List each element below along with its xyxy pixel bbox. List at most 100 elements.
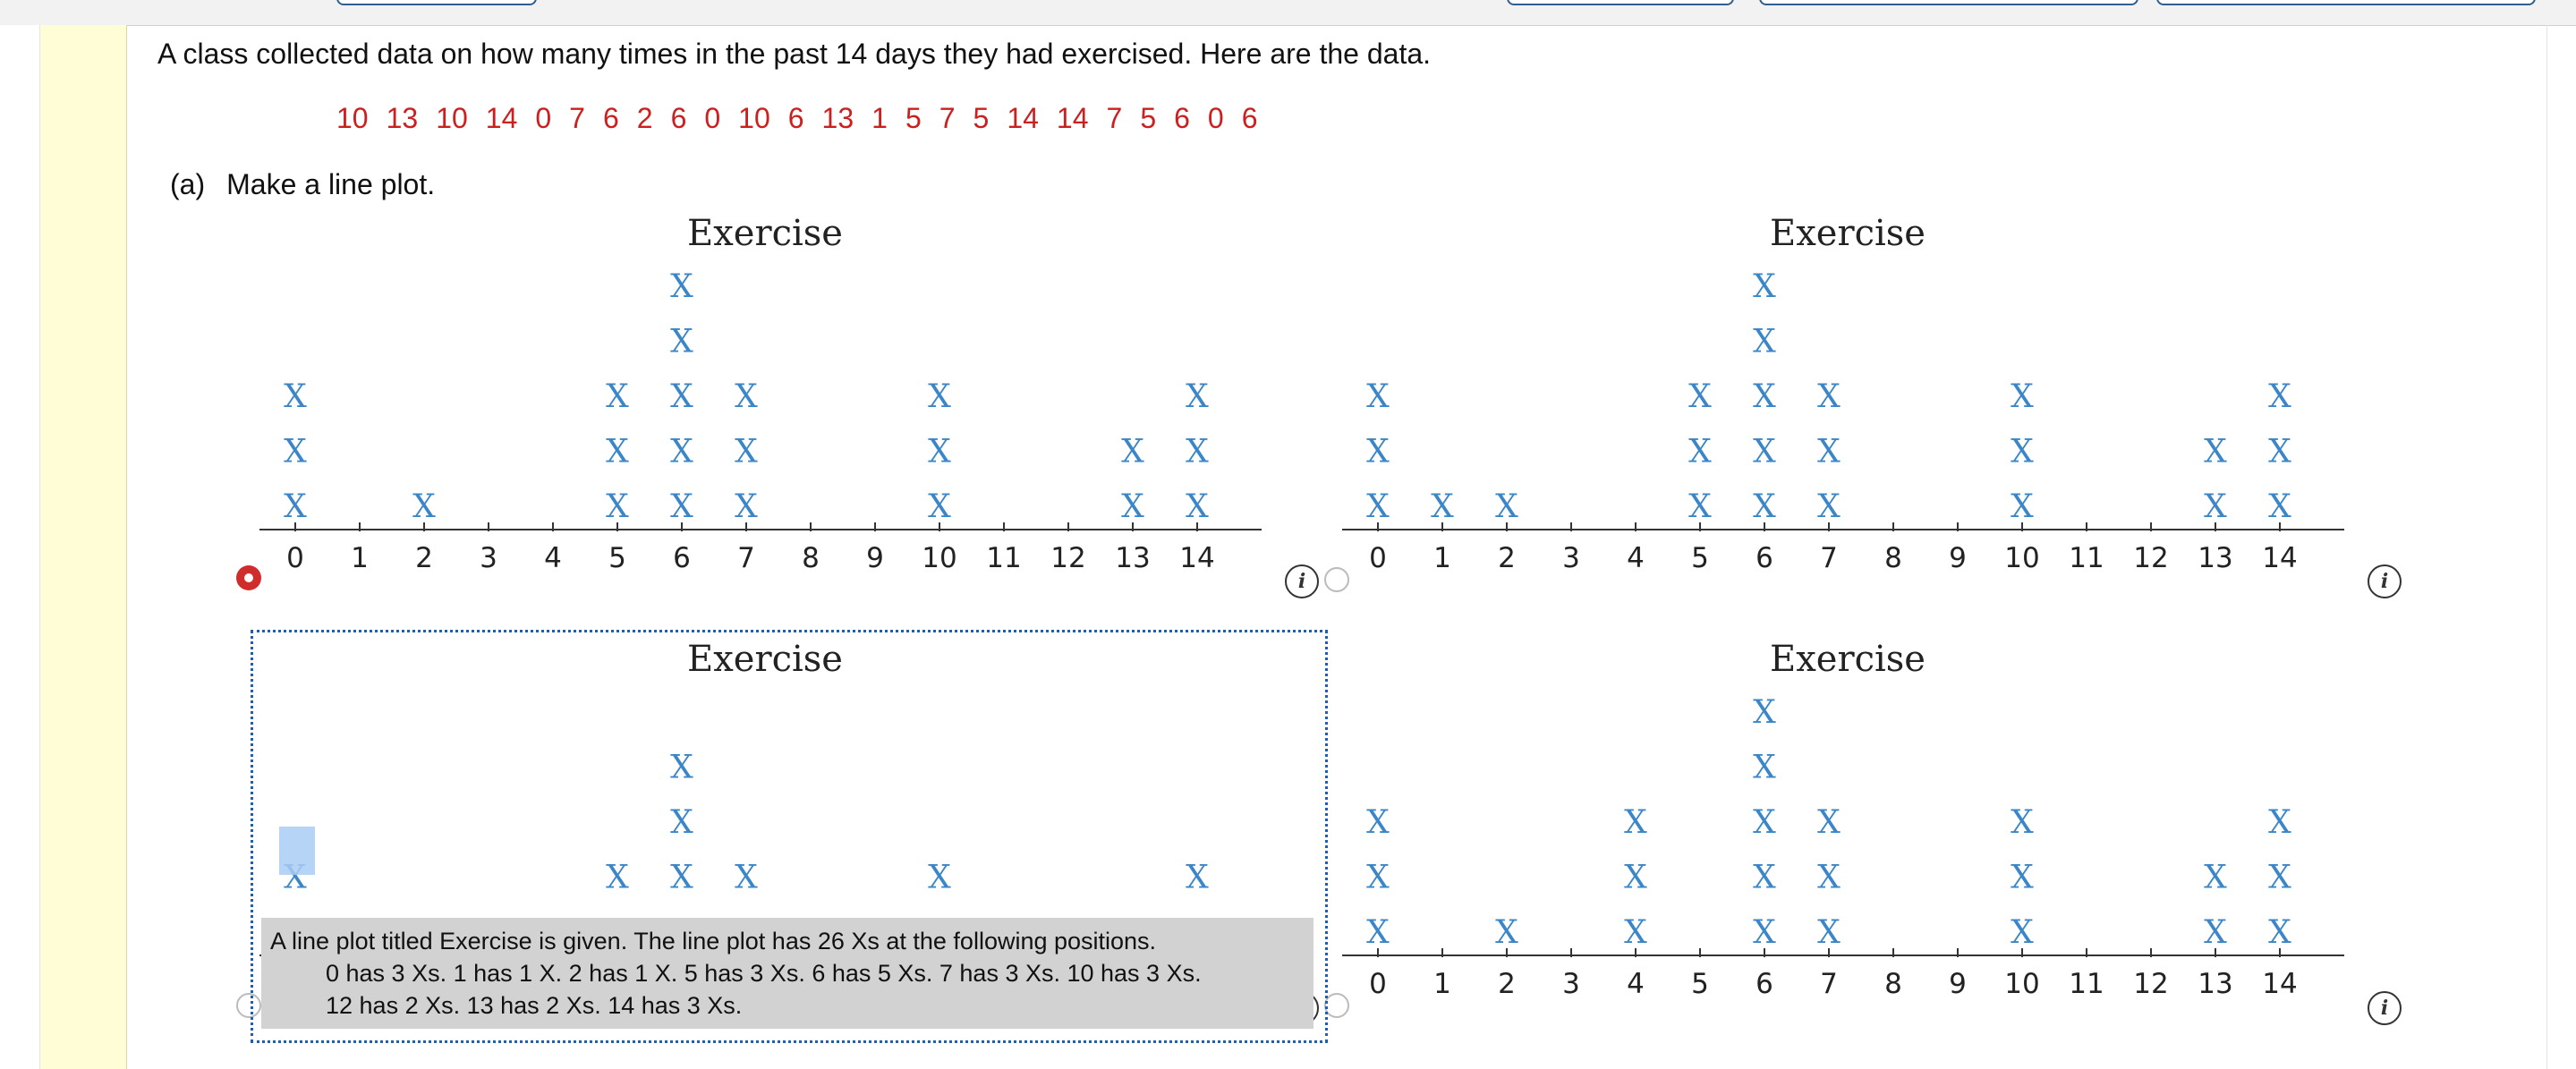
question-prompt: A class collected data on how many times… <box>157 38 1432 70</box>
x-mark: X <box>412 488 436 525</box>
part-label: (a) <box>170 168 206 200</box>
tick-label: 6 <box>1756 542 1773 574</box>
accessibility-description-tooltip: A line plot titled Exercise is given. Th… <box>261 918 1314 1029</box>
data-value: 5 <box>905 102 922 134</box>
tick-label: 11 <box>986 542 1021 574</box>
option-d-info-icon[interactable]: i <box>2368 991 2402 1025</box>
x-mark: X <box>1753 694 1776 731</box>
tick-label: 7 <box>1820 968 1838 1000</box>
tick-label: 6 <box>673 542 691 574</box>
tick-label: 10 <box>2004 968 2039 1000</box>
x-mark: X <box>1753 488 1776 525</box>
x-mark: X <box>735 434 758 471</box>
tick-label: 5 <box>1691 968 1709 1000</box>
tick-label: 11 <box>2069 542 2104 574</box>
tick-label: 7 <box>1820 542 1838 574</box>
option-a-radio[interactable] <box>236 565 261 590</box>
x-mark: X <box>1753 324 1776 361</box>
data-value: 1 <box>871 102 888 134</box>
x-mark: X <box>1186 378 1209 415</box>
selection-highlight <box>279 827 315 875</box>
tick-label: 1 <box>1433 968 1451 1000</box>
toolbar-tab-1[interactable] <box>336 0 537 5</box>
plot-title: Exercise <box>1770 639 1926 680</box>
x-mark: X <box>1688 488 1712 525</box>
data-value: 10 <box>436 102 468 134</box>
x-mark: X <box>670 804 693 841</box>
x-mark: X <box>928 434 951 471</box>
x-mark: X <box>606 434 629 471</box>
x-mark: X <box>928 860 951 896</box>
tick-label: 4 <box>1627 542 1645 574</box>
tick-label: 1 <box>351 542 369 574</box>
plot-title: Exercise <box>687 213 843 254</box>
data-value: 14 <box>1007 102 1039 134</box>
tick-label: 2 <box>1498 968 1516 1000</box>
data-value: 0 <box>1207 102 1224 134</box>
right-border <box>2546 25 2547 1069</box>
x-mark: X <box>284 488 307 525</box>
x-mark: X <box>670 434 693 471</box>
x-mark: X <box>1817 434 1841 471</box>
option-a-info-icon[interactable]: i <box>1285 564 1319 598</box>
x-mark: X <box>1366 914 1390 951</box>
x-mark: X <box>1817 378 1841 415</box>
data-value: 7 <box>569 102 585 134</box>
plot-title: Exercise <box>687 639 843 680</box>
x-mark: X <box>2268 804 2291 841</box>
option-b-radio[interactable] <box>1324 567 1349 592</box>
x-mark: X <box>606 488 629 525</box>
data-value: 13 <box>821 102 854 134</box>
toolbar-tab-3[interactable] <box>1759 0 2138 5</box>
x-mark: X <box>284 434 307 471</box>
x-mark: X <box>2011 860 2034 896</box>
x-mark: X <box>1366 434 1390 471</box>
x-mark: X <box>2204 860 2227 896</box>
x-mark: X <box>670 324 693 361</box>
data-value: 10 <box>336 102 369 134</box>
part-a-instruction: (a) Make a line plot. <box>170 168 435 201</box>
tick-label: 12 <box>2133 968 2168 1000</box>
x-mark: X <box>1817 488 1841 525</box>
x-mark: X <box>2268 860 2291 896</box>
tooltip-line-2: 0 has 3 Xs. 1 has 1 X. 2 has 1 X. 5 has … <box>326 960 1202 987</box>
tick-label: 7 <box>737 542 755 574</box>
x-mark: X <box>1366 860 1390 896</box>
tick-label: 8 <box>1884 542 1902 574</box>
tick-label: 5 <box>608 542 626 574</box>
tick-label: 10 <box>922 542 956 574</box>
x-mark: X <box>2011 378 2034 415</box>
tick-label: 14 <box>1179 542 1214 574</box>
tick-label: 2 <box>1498 542 1516 574</box>
option-b-info-icon[interactable]: i <box>2368 564 2402 598</box>
tick-label: 9 <box>1949 542 1967 574</box>
x-mark: X <box>1753 860 1776 896</box>
option-c-radio[interactable] <box>236 993 261 1018</box>
toolbar-tab-2[interactable] <box>1507 0 1734 5</box>
left-margin <box>0 25 40 1069</box>
tick-label: 0 <box>1369 542 1387 574</box>
x-mark: X <box>1753 914 1776 951</box>
tick-label: 12 <box>2133 542 2168 574</box>
x-mark: X <box>2268 488 2291 525</box>
x-mark: X <box>670 488 693 525</box>
x-mark: X <box>1431 488 1454 525</box>
x-mark: X <box>1495 914 1518 951</box>
data-value: 6 <box>787 102 804 134</box>
tick-label: 3 <box>480 542 497 574</box>
x-mark: X <box>2011 488 2034 525</box>
tooltip-line-1: A line plot titled Exercise is given. Th… <box>270 928 1157 954</box>
x-mark: X <box>1753 750 1776 786</box>
tick-label: 13 <box>2198 968 2232 1000</box>
toolbar-tab-4[interactable] <box>2156 0 2536 5</box>
top-toolbar <box>0 0 2576 26</box>
x-mark: X <box>2011 434 2034 471</box>
x-mark: X <box>1366 378 1390 415</box>
tick-label: 1 <box>1433 542 1451 574</box>
option-d-radio[interactable] <box>1324 993 1349 1018</box>
tick-label: 4 <box>1627 968 1645 1000</box>
tick-label: 14 <box>2262 542 2297 574</box>
tick-label: 4 <box>544 542 562 574</box>
